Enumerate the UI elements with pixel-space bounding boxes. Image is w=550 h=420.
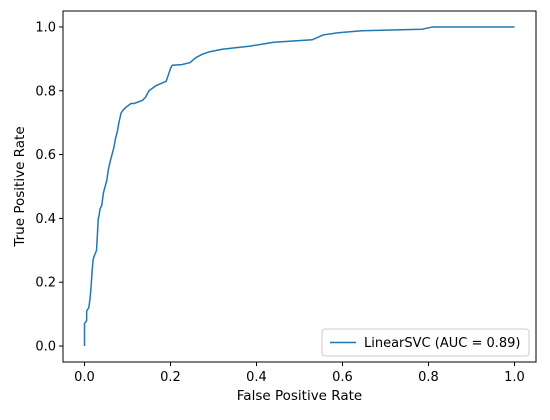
legend-label-linearsvc: LinearSVC (AUC = 0.89) [364, 336, 521, 351]
x-tick-label: 1.0 [504, 370, 525, 385]
x-tick-label: 0.2 [160, 370, 181, 385]
y-tick-label: 0.6 [35, 148, 56, 163]
y-tick-label: 0.0 [35, 340, 56, 355]
y-tick-label: 0.2 [35, 276, 56, 291]
plot-layer [83, 26, 515, 347]
y-tick-label: 1.0 [35, 20, 56, 35]
ticks-layer: 0.0 0.2 0.4 0.6 0.8 1.0 0.0 0.2 0.4 0.6 0.8 1.0 [35, 20, 525, 385]
y-tick-label: 0.4 [35, 212, 56, 227]
legend: LinearSVC (AUC = 0.89) [321, 328, 530, 357]
x-tick-label: 0.6 [332, 370, 353, 385]
y-axis-title: True Positive Rate [12, 126, 28, 247]
x-tick-label: 0.4 [246, 370, 267, 385]
y-tick-label: 0.8 [35, 84, 56, 99]
series-line-0 [83, 26, 515, 347]
x-tick-label: 0.0 [74, 370, 95, 385]
x-axis-title: False Positive Rate [237, 388, 362, 404]
legend-box [321, 328, 530, 357]
x-tick-label: 0.8 [418, 370, 439, 385]
axes-frame [62, 10, 537, 363]
